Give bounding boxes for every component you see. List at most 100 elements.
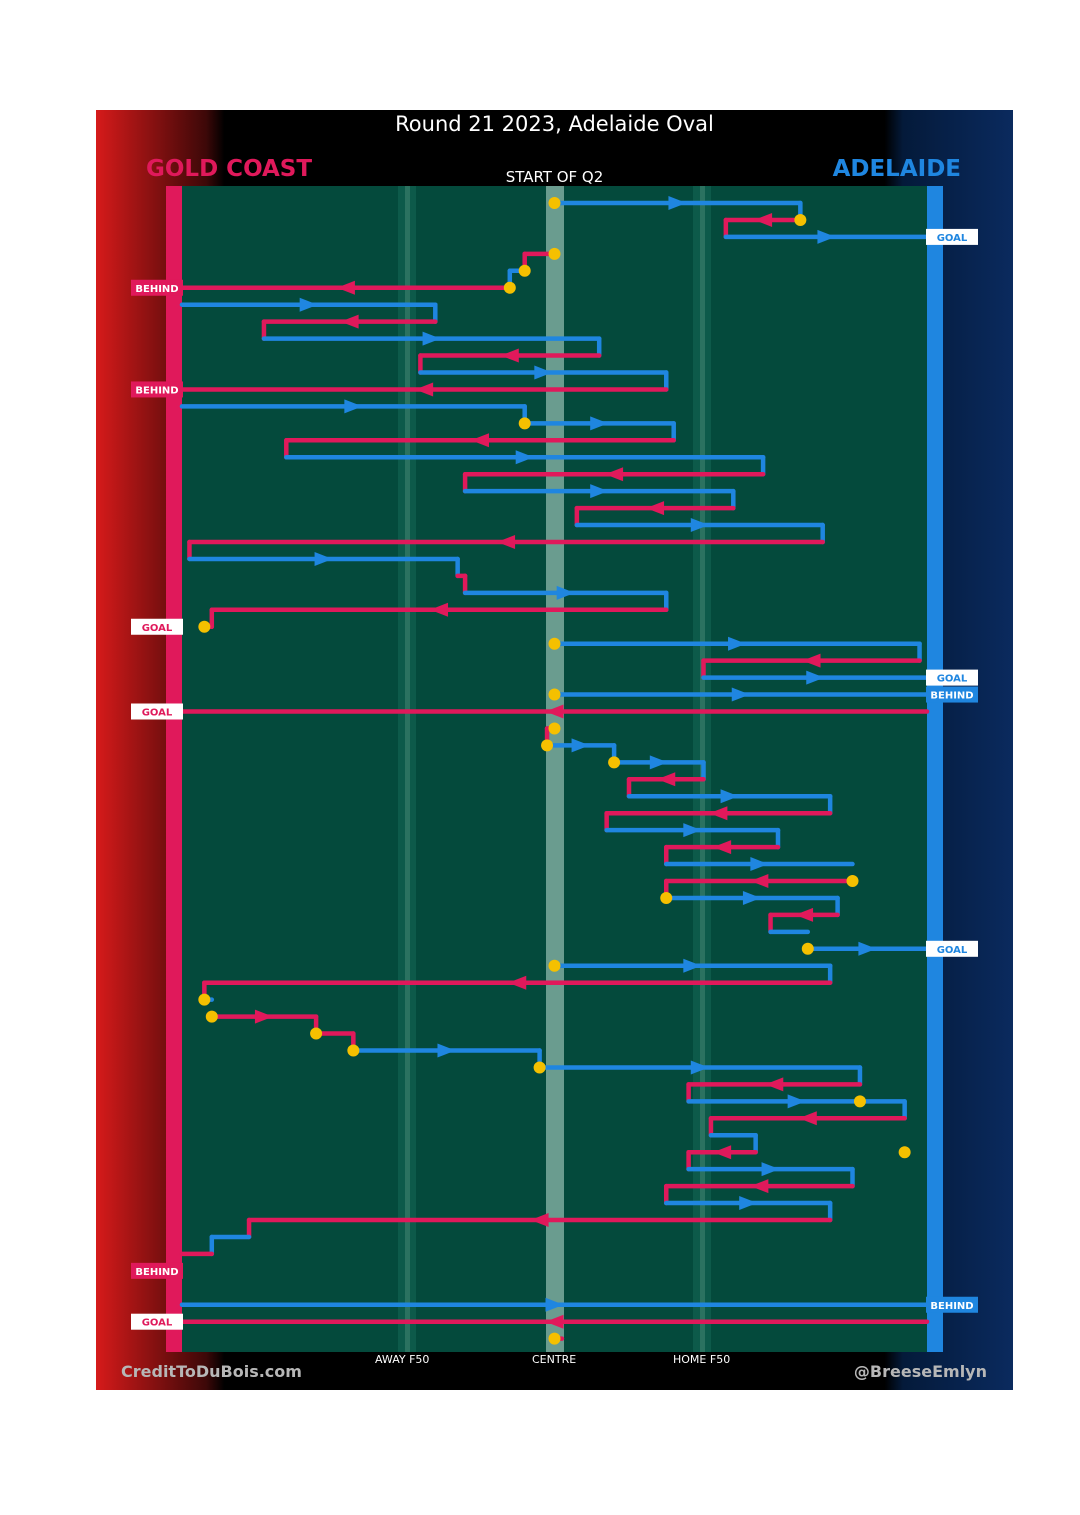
chain-chart: GOAL BEHIND BEHIND GOAL GOAL BEHIND GOAL GOAL BE…: [131, 186, 978, 1352]
ball-up-4: [503, 281, 516, 294]
chain-arrow-25: [471, 433, 489, 448]
chain-arrow-80: [683, 958, 702, 973]
chain-chart-poster: GOAL BEHIND BEHIND GOAL GOAL BEHIND GOAL GOAL BE…: [96, 110, 1013, 1390]
ball-up-3: [518, 264, 531, 277]
zone-label-centre: CENTRE: [532, 1353, 577, 1366]
zone-label-home-f50: HOME F50: [673, 1353, 731, 1366]
ball-up-22: [898, 1146, 911, 1159]
result-label-3: GOAL: [142, 623, 173, 634]
result-badge-5: [926, 686, 978, 703]
ball-up-9: [548, 722, 561, 735]
result-badge-7: [926, 940, 978, 957]
ball-up-13: [660, 891, 673, 904]
chain-arrow-59: [649, 755, 668, 770]
chain-arrow-0: [668, 196, 687, 210]
chain-arrow-61: [657, 772, 676, 787]
chain-arrow-114: [545, 1297, 564, 1312]
result-badge-4: [926, 669, 978, 686]
result-label-8: BEHIND: [135, 1267, 178, 1278]
ball-up-16: [198, 993, 211, 1006]
chain-arrow-31: [590, 484, 609, 499]
chain-arrow-16: [500, 348, 519, 363]
result-badge-10: [131, 1313, 183, 1330]
ball-up-17: [205, 1010, 218, 1023]
chain-arrow-29: [605, 467, 624, 482]
chain-arrow-4: [817, 229, 836, 244]
chain-arrow-82: [508, 975, 527, 990]
ball-up-2: [548, 247, 561, 260]
chain-arrow-52: [806, 670, 825, 685]
result-badge-6: [131, 703, 183, 720]
gold-coast-goal-post: [166, 186, 182, 1352]
chain-arrow-79: [858, 941, 877, 956]
chain-arrow-69: [713, 840, 732, 855]
adelaide-goal-post: [927, 186, 943, 1352]
chain-arrow-115: [545, 1314, 564, 1329]
ball-up-7: [548, 637, 561, 650]
result-label-5: BEHIND: [930, 691, 973, 702]
away-f50-line: [405, 186, 410, 1352]
chain-arrow-71: [750, 857, 769, 872]
chain-arrow-43: [556, 585, 575, 600]
chain-arrow-50: [802, 653, 821, 668]
result-label-6: GOAL: [142, 708, 173, 719]
chain-arrow-91: [690, 1060, 709, 1075]
chain-arrow-95: [787, 1094, 806, 1109]
chain-arrow-39: [314, 551, 333, 566]
ball-up-12: [846, 875, 859, 887]
result-badge-8: [131, 1262, 183, 1279]
chain-arrow-10: [299, 297, 318, 312]
chain-arrow-76: [795, 907, 814, 922]
result-badge-9: [926, 1296, 978, 1313]
ball-up-10: [541, 739, 554, 752]
chain-arrow-67: [683, 823, 702, 838]
author-handle: @BreeseEmlyn: [853, 1362, 987, 1381]
result-label-0: GOAL: [937, 233, 968, 244]
chain-arrow-74: [742, 890, 761, 905]
chain-arrow-33: [646, 501, 665, 516]
chain-arrow-14: [422, 331, 441, 346]
chain-arrow-63: [720, 789, 739, 804]
result-label-10: GOAL: [142, 1318, 173, 1329]
chain-arrow-57: [571, 738, 590, 753]
ball-up-6: [198, 620, 211, 633]
ball-up-1: [794, 213, 807, 226]
credit-text: CreditToDuBois.com: [121, 1362, 302, 1381]
period-label: START OF Q2: [505, 168, 604, 186]
chain-arrow-12: [340, 314, 359, 329]
ball-up-18: [310, 1027, 323, 1040]
ball-up-21: [853, 1095, 866, 1108]
result-label-1: BEHIND: [135, 284, 178, 295]
chain-arrow-2: [754, 212, 773, 227]
result-label-2: BEHIND: [135, 385, 178, 396]
result-badge-3: [131, 618, 183, 635]
ball-up-0: [548, 197, 561, 209]
chain-arrow-97: [798, 1111, 817, 1126]
ball-up-14: [801, 942, 814, 955]
ball-up-8: [548, 688, 561, 701]
zone-label-away-f50: AWAY F50: [375, 1353, 430, 1366]
result-badge-0: [926, 228, 978, 245]
result-label-7: GOAL: [937, 945, 968, 956]
chain-arrow-27: [515, 450, 534, 465]
chain-arrow-93: [765, 1077, 784, 1092]
chain-arrow-18: [534, 365, 553, 380]
chain-arrow-105: [750, 1179, 769, 1194]
result-label-4: GOAL: [937, 674, 968, 685]
home-team-name: GOLD COAST: [146, 156, 313, 182]
ball-up-5: [518, 417, 531, 430]
ball-up-15: [548, 959, 561, 972]
chain-arrow-65: [709, 806, 728, 821]
chain-arrow-48: [728, 636, 747, 651]
chain-arrow-54: [545, 704, 564, 719]
ball-up-20: [533, 1061, 546, 1074]
result-badge-1: [131, 279, 183, 296]
chart-title: Round 21 2023, Adelaide Oval: [395, 112, 714, 136]
chain-arrow-9: [336, 280, 355, 295]
ball-up-11: [608, 756, 621, 769]
chain-arrow-45: [430, 602, 449, 617]
chain-arrow-72: [750, 874, 769, 888]
result-labels-layer: GOAL BEHIND BEHIND GOAL GOAL BEHIND GOAL GOAL BE…: [131, 228, 978, 1330]
chain-arrow-107: [739, 1196, 758, 1211]
centre-band: [546, 186, 564, 1352]
